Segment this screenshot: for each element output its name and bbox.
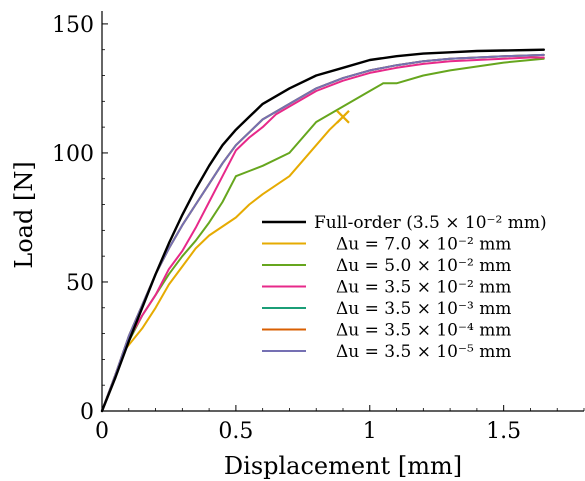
plot-lines: [100, 48, 545, 413]
x-tick-label: 0.5: [218, 419, 253, 444]
legend-label-5: Δu = 3.5 × 10⁻⁴ mm: [336, 321, 511, 341]
legend-label-3: Δu = 3.5 × 10⁻² mm: [336, 278, 511, 298]
legend-label-2: Δu = 5.0 × 10⁻² mm: [336, 256, 511, 276]
series-line-1: [101, 115, 344, 412]
legend-label-6: Δu = 3.5 × 10⁻⁵ mm: [336, 342, 511, 362]
series-line-0: [100, 48, 545, 413]
y-tick-label: 100: [52, 142, 94, 167]
end-marker-1: [336, 110, 350, 124]
y-tick-label: 50: [66, 271, 94, 296]
x-tick-label: 1: [363, 419, 377, 444]
y-axis-label: Load [N]: [10, 161, 38, 268]
x-tick-label: 0: [95, 419, 109, 444]
legend-label-0: Full-order (3.5 × 10⁻² mm): [314, 213, 547, 233]
y-tick-label: 0: [80, 400, 94, 425]
legend-label-1: Δu = 7.0 × 10⁻² mm: [336, 235, 511, 255]
x-axis-label: Displacement [mm]: [224, 452, 462, 480]
series-line-3: [101, 56, 545, 412]
legend-label-4: Δu = 3.5 × 10⁻³ mm: [336, 299, 511, 319]
y-tick-label: 150: [52, 13, 94, 38]
ticks: 0 0.5 1 1.5 0 50 100 150: [52, 13, 585, 444]
legend: Full-order (3.5 × 10⁻² mm)Δu = 7.0 × 10⁻…: [262, 213, 547, 362]
x-tick-label: 1.5: [486, 419, 521, 444]
